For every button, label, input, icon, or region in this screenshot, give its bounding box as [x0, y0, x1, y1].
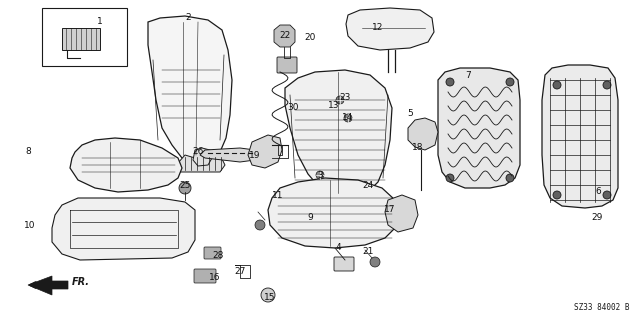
FancyBboxPatch shape: [194, 269, 216, 283]
Polygon shape: [148, 16, 232, 162]
Polygon shape: [408, 118, 438, 150]
Text: 2: 2: [185, 13, 191, 22]
Text: 26: 26: [192, 148, 204, 156]
Bar: [62, 28, 100, 50]
Polygon shape: [248, 135, 282, 168]
Polygon shape: [178, 155, 225, 172]
Polygon shape: [274, 25, 295, 47]
Text: 25: 25: [179, 180, 191, 189]
Circle shape: [179, 182, 191, 194]
Text: 8: 8: [25, 148, 31, 156]
Polygon shape: [438, 68, 520, 188]
Text: 18: 18: [412, 143, 424, 153]
Circle shape: [603, 191, 611, 199]
Text: 22: 22: [280, 30, 291, 39]
Circle shape: [344, 114, 352, 122]
Circle shape: [506, 174, 514, 182]
Text: 7: 7: [465, 70, 471, 79]
Text: 16: 16: [209, 274, 221, 283]
Polygon shape: [268, 178, 398, 248]
Polygon shape: [52, 198, 195, 260]
Text: 9: 9: [307, 213, 313, 222]
Text: 28: 28: [212, 251, 224, 260]
Polygon shape: [70, 138, 182, 192]
Circle shape: [255, 220, 265, 230]
Text: 4: 4: [335, 244, 341, 252]
Circle shape: [553, 81, 561, 89]
Text: 23: 23: [339, 93, 351, 102]
Bar: [42, 8, 127, 66]
Circle shape: [446, 78, 454, 86]
Circle shape: [603, 81, 611, 89]
Circle shape: [553, 191, 561, 199]
Polygon shape: [346, 8, 434, 50]
Text: 17: 17: [384, 205, 396, 214]
Text: 24: 24: [362, 180, 374, 189]
Circle shape: [316, 171, 324, 179]
Text: 14: 14: [342, 114, 354, 123]
FancyBboxPatch shape: [334, 257, 354, 271]
Text: 15: 15: [264, 293, 276, 302]
Text: 1: 1: [97, 18, 103, 27]
Text: 10: 10: [24, 220, 36, 229]
Circle shape: [446, 174, 454, 182]
Text: 29: 29: [591, 213, 603, 222]
Text: 13: 13: [328, 100, 340, 109]
FancyBboxPatch shape: [204, 247, 221, 259]
Text: 3: 3: [317, 171, 323, 180]
Text: 5: 5: [407, 108, 413, 117]
Circle shape: [261, 288, 275, 302]
Text: SZ33 84002 B: SZ33 84002 B: [575, 303, 630, 312]
Text: 30: 30: [287, 103, 299, 113]
Text: 12: 12: [372, 23, 384, 33]
Text: 11: 11: [272, 190, 284, 199]
Text: 19: 19: [249, 150, 260, 159]
Polygon shape: [542, 65, 618, 208]
Polygon shape: [28, 276, 68, 295]
Circle shape: [370, 257, 380, 267]
Text: FR.: FR.: [72, 277, 90, 287]
Polygon shape: [385, 195, 418, 232]
Text: 20: 20: [304, 34, 316, 43]
Polygon shape: [193, 148, 212, 166]
Circle shape: [506, 78, 514, 86]
Polygon shape: [200, 148, 260, 162]
Text: 21: 21: [362, 247, 374, 257]
Polygon shape: [285, 70, 392, 196]
Text: 27: 27: [234, 268, 246, 276]
FancyBboxPatch shape: [277, 57, 297, 73]
Text: 6: 6: [595, 188, 601, 196]
Circle shape: [336, 96, 344, 104]
